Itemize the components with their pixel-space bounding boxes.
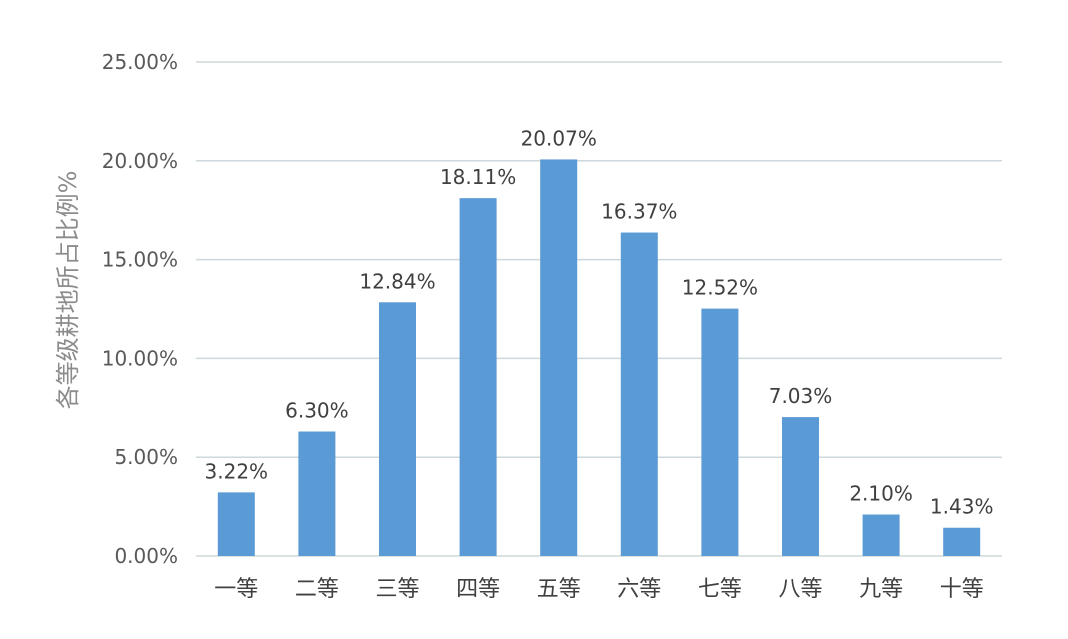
x-tick-label: 五等	[537, 577, 581, 602]
bar	[459, 198, 497, 556]
data-label: 12.52%	[682, 276, 758, 300]
y-axis-title: 各等级耕地所占比例%	[54, 171, 82, 410]
bar	[540, 159, 578, 556]
x-tick-label: 三等	[375, 577, 419, 602]
x-tick-label: 八等	[778, 577, 822, 602]
bar	[943, 527, 981, 556]
x-tick-label: 六等	[617, 577, 661, 602]
bars	[217, 159, 981, 556]
x-tick-label: 七等	[698, 577, 742, 602]
bar	[862, 514, 900, 556]
data-label: 12.84%	[359, 269, 435, 293]
y-tick-label: 25.00%	[102, 50, 178, 74]
x-tick-label: 四等	[456, 577, 500, 602]
x-axis-tick-labels: 一等 二等 三等 四等 五等 六等 七等 八等 九等 十等	[214, 577, 983, 602]
y-tick-label: 5.00%	[114, 445, 178, 469]
data-label: 16.37%	[601, 200, 677, 224]
x-tick-label: 一等	[214, 577, 258, 602]
bar	[379, 302, 416, 556]
data-label: 6.30%	[285, 399, 349, 423]
data-labels: 3.22% 6.30% 12.84% 18.11%20.07% 16.37% 12.52%…	[205, 126, 994, 518]
bar	[701, 308, 739, 556]
x-tick-label: 二等	[295, 577, 339, 602]
bar	[782, 417, 819, 556]
bar	[298, 431, 336, 556]
data-label: 3.22%	[205, 459, 269, 483]
bar	[620, 232, 658, 556]
data-label: 20.07%	[521, 126, 597, 150]
y-tick-label: 15.00%	[102, 248, 178, 272]
x-tick-label: 九等	[859, 577, 903, 602]
data-label: 2.10%	[849, 482, 913, 506]
x-tick-label: 十等	[940, 577, 984, 602]
y-tick-label: 10.00%	[102, 346, 178, 370]
data-label: 18.11%	[440, 165, 516, 189]
data-label: 7.03%	[769, 384, 833, 408]
y-tick-label: 20.00%	[102, 149, 178, 173]
bar	[217, 492, 255, 556]
y-tick-label: 0.00%	[114, 544, 178, 568]
data-label: 1.43%	[930, 495, 994, 519]
y-axis-tick-labels: 0.00% 5.00% 10.00% 15.00% 20.00% 25.00%	[102, 50, 178, 568]
